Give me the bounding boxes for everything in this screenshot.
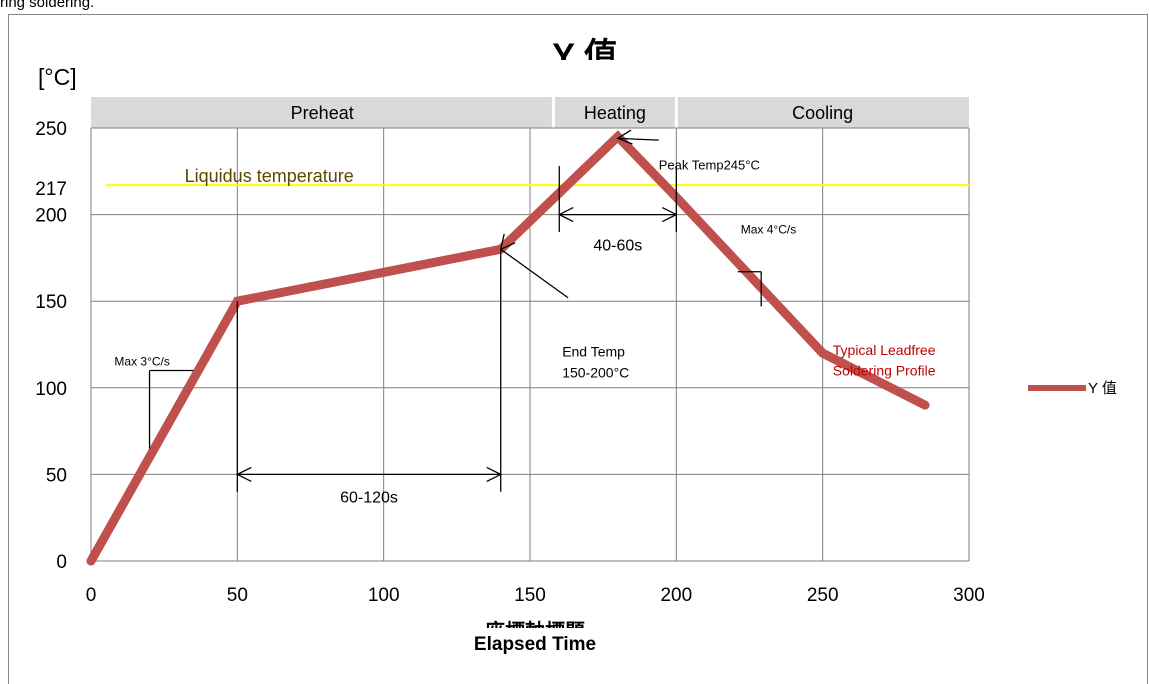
phase-band-heating: [553, 97, 677, 128]
window-label: 40-60s: [593, 238, 642, 255]
y-tick-label: 50: [46, 465, 67, 486]
end-temp-label-2: 150-200°C: [562, 364, 629, 380]
header-text: ring soldering.: [0, 0, 95, 11]
x-axis-label-elapsed-time: Elapsed Time: [473, 634, 597, 655]
x-tick-label: 250: [807, 585, 839, 606]
y-axis-unit-label: [°C]: [38, 64, 77, 90]
preheat-window-label: 60-120s: [340, 489, 398, 506]
y-tick-label: 200: [35, 206, 67, 227]
phase-label-cooling: Cooling: [792, 103, 853, 123]
x-tick-label: 300: [953, 585, 985, 606]
end-temp-label-1: End Temp: [562, 344, 625, 360]
heat-rate-label: Max 3°C/s: [114, 354, 169, 368]
y-tick-label: 250: [35, 119, 67, 140]
end-temp-arrow-line: [500, 248, 569, 299]
profile-label-1: Typical Leadfree: [833, 342, 936, 358]
x-axis-title: 座標軸標題: [455, 614, 615, 628]
y-tick-label-liquidus: 217: [35, 179, 67, 200]
phase-label-preheat: Preheat: [291, 103, 354, 123]
phase-band-preheat: [91, 97, 554, 128]
profile-label-2: Soldering Profile: [833, 363, 936, 379]
legend-swatch: [1028, 384, 1086, 391]
x-tick-label: 100: [368, 585, 400, 606]
x-tick-label: 0: [86, 585, 97, 606]
y-tick-label: 0: [56, 552, 67, 573]
x-tick-label: 200: [660, 585, 692, 606]
series-line-y: [86, 130, 930, 566]
y-tick-label: 100: [35, 379, 67, 400]
preheat-window-arrow-left: [235, 466, 252, 482]
end-temp-arrow-head: [499, 233, 516, 251]
peak-arrow-head: [616, 129, 633, 145]
phase-label-heating: Heating: [584, 103, 646, 123]
chart-frame: [8, 14, 1148, 684]
window-arrow-left: [557, 207, 574, 223]
phase-band-cooling: [676, 97, 969, 128]
cool-rate-label: Max 4°C/s: [741, 223, 796, 237]
preheat-window-arrow-right: [486, 466, 503, 482]
chart-legend: Y 值: [1028, 377, 1117, 398]
x-tick-label: 50: [227, 585, 248, 606]
y-tick-label: 150: [35, 292, 67, 313]
peak-temp-label: Peak Temp245°C: [659, 158, 760, 173]
peak-arrow-line: [617, 137, 659, 141]
legend-label: Y 值: [1088, 380, 1117, 397]
window-arrow-right: [662, 207, 678, 223]
chart-title: Y 值: [552, 37, 618, 60]
liquidus-label: Liquidus temperature: [185, 166, 354, 186]
x-tick-label: 150: [514, 585, 546, 606]
